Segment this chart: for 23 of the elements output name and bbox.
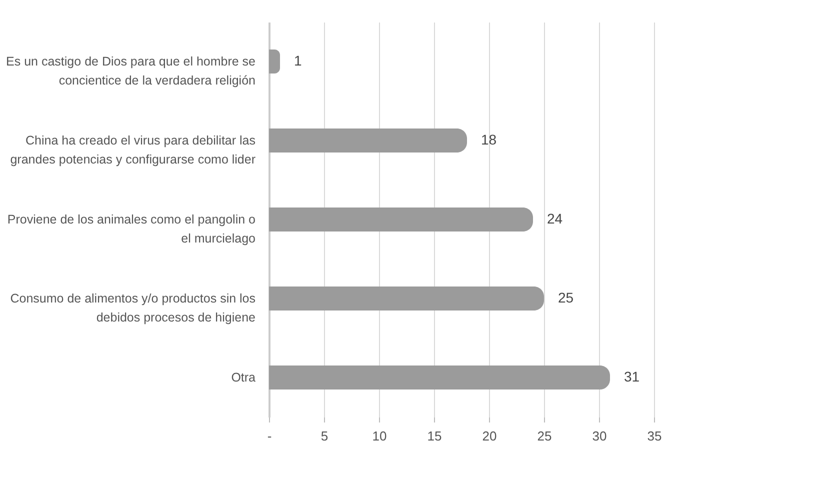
y-tick-label: Es un castigo de Dios para que el hombre se concientice de la verdadera religión (6, 54, 256, 88)
y-tick-label: Otra (231, 370, 256, 384)
data-label: 31 (624, 368, 640, 384)
bar (269, 208, 533, 232)
x-tick-label: 20 (482, 428, 497, 444)
x-tick-label: 15 (427, 428, 442, 444)
x-tick-label: - (267, 428, 272, 444)
x-tick-label: 10 (372, 428, 387, 444)
bar (269, 50, 280, 74)
data-label: 1 (294, 52, 302, 68)
bar (269, 128, 467, 152)
data-label: 24 (547, 210, 563, 226)
x-tick-label: 25 (537, 428, 552, 444)
y-tick-label: China ha creado el virus para debilitar las grandes potencias y configurarse como lider (10, 134, 256, 166)
bar (269, 366, 610, 390)
x-tick-label: 5 (320, 428, 328, 444)
bar (269, 286, 544, 310)
data-label: 18 (481, 132, 497, 148)
data-label: 25 (558, 290, 574, 306)
y-tick-label: Consumo de alimentos y/o productos sin los debidos procesos de higiene (10, 292, 256, 324)
x-tick-label: 35 (647, 428, 662, 444)
y-tick-label: Proviene de los animales como el pangolin o el murcielago (7, 212, 256, 246)
x-tick-label: 30 (592, 428, 607, 444)
